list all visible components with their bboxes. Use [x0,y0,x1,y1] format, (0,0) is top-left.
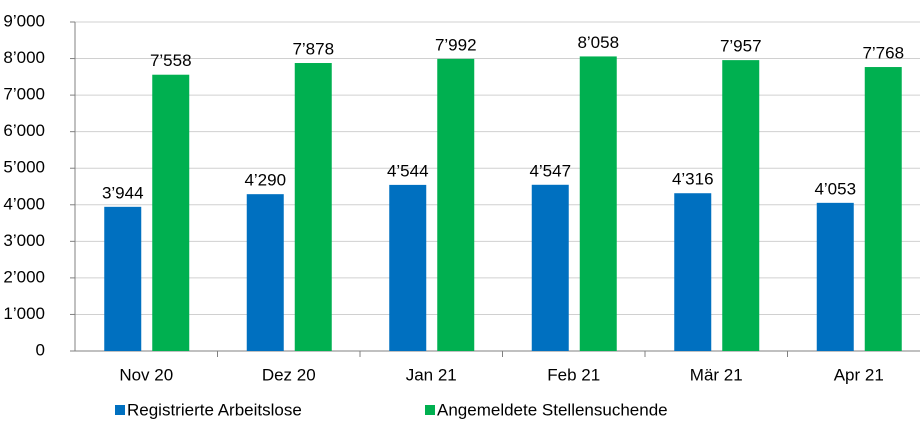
bar [816,202,854,351]
legend-label: Angemeldete Stellensuchende [437,400,668,419]
bar [531,184,569,351]
y-tick-label: 7’000 [3,85,45,104]
data-label: 7’768 [862,44,904,63]
data-label: 8’058 [577,33,619,52]
bar [104,206,142,351]
data-label: 4’547 [529,161,571,180]
y-tick-label: 2’000 [3,267,45,286]
y-tick-label: 6’000 [3,121,45,140]
y-tick-label: 9’000 [3,11,45,30]
data-label: 7’878 [292,39,334,58]
y-tick-label: 3’000 [3,231,45,250]
data-label: 4’544 [387,161,429,180]
x-tick-label: Nov 20 [119,365,173,384]
data-label: 3’944 [102,183,144,202]
x-tick-label: Mär 21 [690,365,743,384]
y-tick-label: 4’000 [3,194,45,213]
data-label: 7’957 [720,37,762,56]
data-label: 4’290 [244,171,286,190]
y-tick-label: 0 [36,340,45,359]
bar [579,56,617,351]
bar [246,194,284,351]
data-label: 4’316 [672,170,714,189]
data-label: 7’992 [435,35,477,54]
legend-label: Registrierte Arbeitslose [127,400,302,419]
bar [722,60,760,352]
bar [389,184,427,351]
y-tick-label: 5’000 [3,158,45,177]
data-label: 4’053 [814,179,856,198]
x-tick-label: Jan 21 [406,365,457,384]
bar [437,58,475,352]
bar [864,67,902,352]
legend-swatch [115,405,125,415]
data-label: 7’558 [150,51,192,70]
y-tick-label: 1’000 [3,304,45,323]
x-tick-label: Dez 20 [262,365,316,384]
x-tick-label: Feb 21 [547,365,600,384]
y-tick-label: 8’000 [3,48,45,67]
legend-swatch [425,405,435,415]
bar [152,74,190,352]
x-tick-label: Apr 21 [834,365,884,384]
bar [294,63,332,352]
bar [674,193,712,351]
